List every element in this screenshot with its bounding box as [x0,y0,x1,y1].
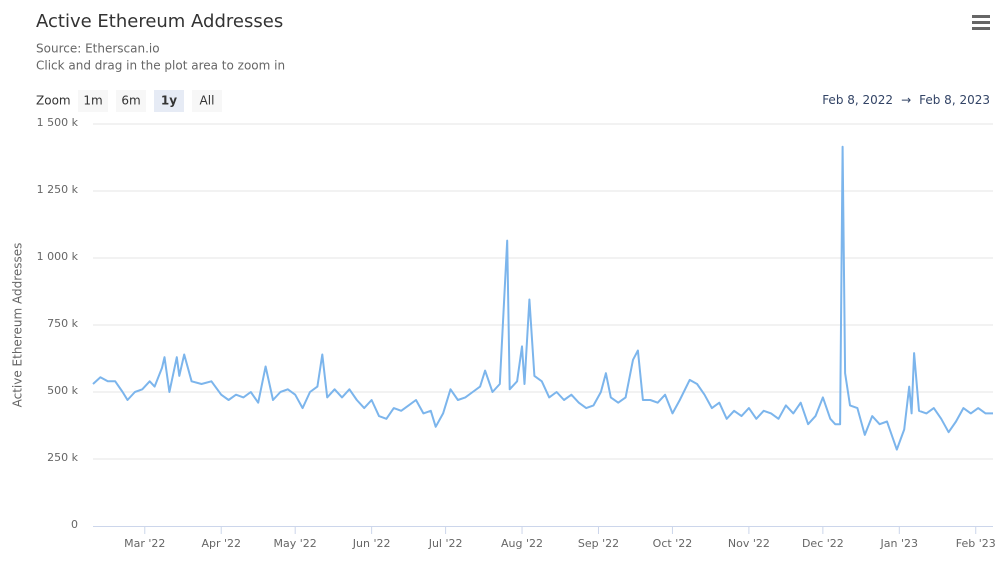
x-tick-label: Jun '22 [352,537,391,550]
y-tick-label: 0 [71,518,78,531]
zoom-button[interactable]: All [192,90,222,112]
y-tick-label: 500 k [47,384,78,397]
zoom-button-bg [154,90,184,112]
subtitle: Click and drag in the plot area to zoom … [36,59,285,73]
zoom-button[interactable]: 1m [78,90,108,112]
x-tick-label: Feb '23 [956,537,996,550]
range-to: Feb 8, 2023 [919,93,990,107]
zoom-button-label: 1y [161,94,177,108]
zoom-button[interactable]: 6m [116,90,146,112]
menu-button[interactable] [972,15,990,30]
y-axis-title: Active Ethereum Addresses [11,243,25,408]
y-tick-label: 750 k [47,317,78,330]
zoom-button-bg [78,90,108,112]
x-tick-label: Apr '22 [201,537,241,550]
range-separator: → [901,93,911,107]
menu-bar [972,27,990,30]
zoom-button-bg [116,90,146,112]
chart-title: Active Ethereum Addresses [36,11,283,32]
x-tick-label: Nov '22 [728,537,770,550]
subtitle: Source: Etherscan.io [36,42,160,56]
range-from: Feb 8, 2022 [822,93,893,107]
zoom-button-label: All [200,94,215,108]
menu-bar [972,15,990,18]
x-tick-label: Sep '22 [578,537,619,550]
x-tick-label: Jan '23 [880,537,918,550]
zoom-button[interactable]: 1y [154,90,184,112]
zoom-button-label: 6m [121,94,140,108]
x-tick-label: May '22 [274,537,317,550]
y-tick-label: 250 k [47,451,78,464]
y-tick-label: 1 000 k [37,250,79,263]
x-tick-label: Oct '22 [653,537,693,550]
x-tick-label: Mar '22 [124,537,165,550]
x-tick-label: Aug '22 [501,537,543,550]
y-tick-label: 1 500 k [37,116,79,129]
zoom-label: Zoom [36,94,71,108]
zoom-button-label: 1m [83,94,102,108]
x-tick-label: Jul '22 [428,537,463,550]
data-line [92,145,993,451]
zoom-button-bg [192,90,222,112]
menu-bar [972,21,990,24]
range-display: Feb 8, 2022 → Feb 8, 2023 [822,93,990,107]
y-tick-label: 1 250 k [37,183,79,196]
x-tick-label: Dec '22 [802,537,844,550]
